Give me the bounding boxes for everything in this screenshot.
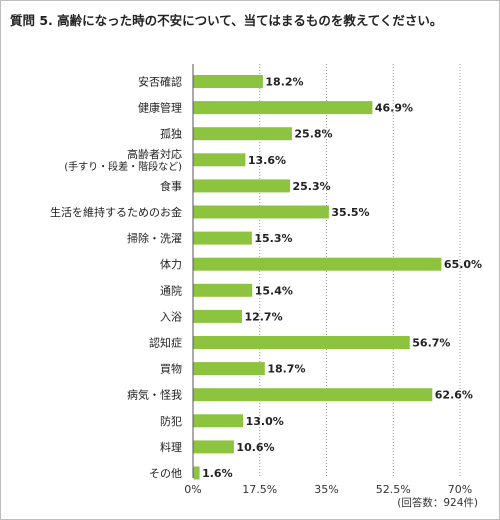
bar: [193, 362, 265, 376]
chart-title: 質問 5. 高齢になった時の不安について、当てはまるものを教えてください。: [10, 13, 443, 28]
value-label: 56.7%: [412, 337, 450, 350]
bar: [193, 179, 291, 193]
value-label: 12.7%: [244, 310, 282, 323]
value-label: 13.0%: [246, 415, 284, 428]
category-label: 掃除・洗濯: [127, 231, 182, 245]
bar: [193, 205, 329, 219]
x-tick-label: 35%: [314, 483, 338, 496]
bar: [193, 440, 234, 454]
x-tick-label: 70%: [448, 483, 472, 496]
value-label: 15.3%: [254, 232, 292, 245]
bars: [193, 75, 442, 480]
bar: [193, 466, 200, 480]
bar: [193, 414, 244, 428]
category-label: 防犯: [160, 414, 182, 428]
category-label: 食事: [160, 179, 182, 193]
category-label: 病気・怪我: [127, 388, 182, 402]
value-label: 13.6%: [248, 154, 286, 167]
category-label: 孤独: [160, 128, 182, 141]
x-axis-ticks: 0% 17.5% 35% 52.5% 70%: [184, 483, 472, 496]
bar: [193, 75, 263, 88]
category-label: 料理: [160, 440, 182, 454]
value-label: 10.6%: [236, 441, 274, 454]
category-label: 通院: [160, 283, 182, 297]
value-label: 62.6%: [435, 389, 473, 402]
value-label: 18.2%: [265, 76, 303, 89]
category-label: 生活を維持するためのお金: [50, 205, 182, 219]
value-label: 15.4%: [255, 284, 293, 297]
value-label: 1.6%: [202, 467, 233, 480]
category-sublabel: (手すり・段差・階段など): [64, 160, 182, 173]
x-tick-label: 17.5%: [242, 483, 277, 496]
value-label: 65.0%: [444, 258, 482, 271]
bar: [193, 101, 373, 115]
category-label: 安否確認: [138, 75, 182, 89]
bar: [193, 153, 246, 167]
x-tick-label: 0%: [184, 483, 201, 496]
value-label: 18.7%: [267, 363, 305, 376]
category-label: その他: [149, 467, 182, 480]
category-label: 買物: [160, 362, 182, 376]
bar: [193, 257, 442, 271]
bar: [193, 127, 292, 141]
x-tick-label: 52.5%: [376, 483, 411, 496]
value-labels: 18.2% 46.9% 25.8% 13.6% 25.3%35.5% 15.3% 65.0%…: [202, 76, 482, 481]
bar: [193, 231, 252, 245]
grid-lines: [192, 64, 461, 478]
bar: [193, 336, 410, 349]
value-label: 25.8%: [294, 128, 332, 141]
bar: [193, 309, 242, 323]
category-label: 入浴: [160, 310, 182, 323]
category-label: 高齢者対応: [127, 147, 182, 161]
category-label: 健康管理: [138, 101, 182, 115]
category-label: 認知症: [149, 336, 182, 350]
response-count-note: (回答数：924件): [397, 496, 478, 509]
bar: [193, 388, 433, 402]
category-label: 体力: [160, 257, 182, 271]
value-label: 35.5%: [331, 206, 369, 219]
value-label: 46.9%: [375, 102, 413, 115]
bar: [193, 283, 253, 297]
value-label: 25.3%: [293, 180, 331, 193]
